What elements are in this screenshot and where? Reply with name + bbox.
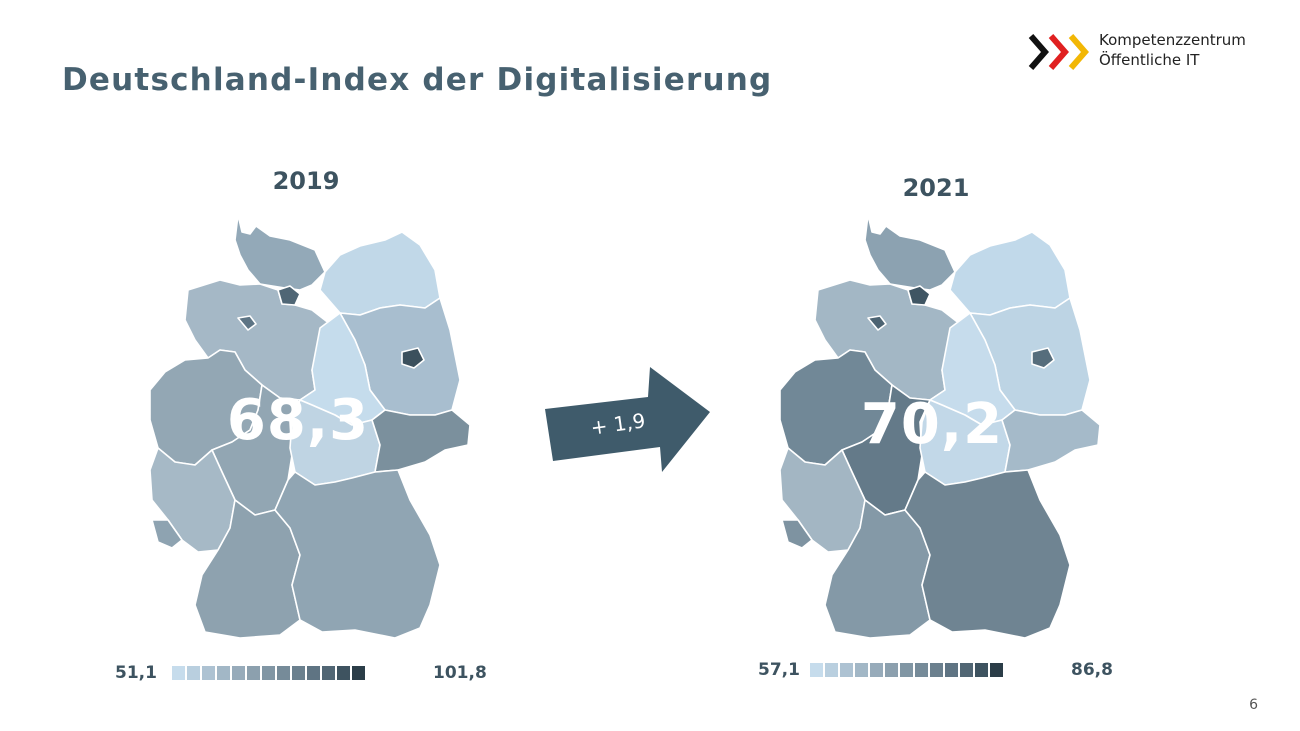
legend-swatch-2021-8 [930, 663, 943, 677]
legend-swatch-2019-3 [217, 666, 230, 680]
index-value-2021: 70,2 [860, 392, 1004, 457]
legend-swatch-2021-0 [810, 663, 823, 677]
legend-2021: 57,1 86,8 [758, 660, 1138, 680]
legend-scale-2019 [172, 666, 365, 680]
legend-swatch-2021-12 [990, 663, 1003, 677]
legend-swatch-2021-4 [870, 663, 883, 677]
year-label-2019: 2019 [272, 167, 340, 195]
legend-swatch-2019-1 [187, 666, 200, 680]
state-hb-2021 [867, 315, 887, 331]
logo-chevrons-icon [1028, 34, 1089, 70]
legend-swatch-2019-12 [352, 666, 365, 680]
legend-swatch-2019-9 [307, 666, 320, 680]
legend-scale-2021 [810, 663, 1003, 677]
legend-swatch-2021-9 [945, 663, 958, 677]
legend-swatch-2019-4 [232, 666, 245, 680]
legend-min-2019: 51,1 [115, 663, 157, 683]
year-label-2021: 2021 [902, 174, 970, 202]
legend-swatch-2021-2 [840, 663, 853, 677]
state-by-2019 [274, 469, 441, 639]
legend-swatch-2021-3 [855, 663, 868, 677]
state-by-2021 [904, 469, 1071, 639]
page-number: 6 [1249, 697, 1258, 713]
state-mv-2021 [949, 231, 1071, 316]
legend-swatch-2021-1 [825, 663, 838, 677]
legend-max-2021: 86,8 [1071, 660, 1113, 680]
state-be-2019 [401, 347, 425, 369]
legend-swatch-2021-11 [975, 663, 988, 677]
index-value-2019: 68,3 [226, 388, 370, 453]
logo-text-line1: Kompetenzzentrum [1099, 31, 1246, 49]
legend-swatch-2019-5 [247, 666, 260, 680]
change-arrow [545, 367, 710, 472]
legend-2019: 51,1 101,8 [115, 663, 505, 683]
state-mv-2019 [319, 231, 441, 316]
state-sl-2019 [151, 519, 183, 549]
state-hb-2019 [237, 315, 257, 331]
germany-map-2019 [149, 214, 471, 639]
state-sh-2021 [864, 214, 956, 291]
legend-swatch-2019-0 [172, 666, 185, 680]
legend-swatch-2019-11 [337, 666, 350, 680]
state-sl-2021 [781, 519, 813, 549]
logo-text-line2: Öffentliche IT [1099, 51, 1200, 69]
logo: Kompetenzzentrum Öffentliche IT [1027, 30, 1277, 74]
legend-swatch-2019-2 [202, 666, 215, 680]
legend-min-2021: 57,1 [758, 660, 800, 680]
legend-swatch-2021-5 [885, 663, 898, 677]
state-sh-2019 [234, 214, 326, 291]
legend-swatch-2019-7 [277, 666, 290, 680]
legend-swatch-2019-6 [262, 666, 275, 680]
state-hh-2019 [277, 285, 301, 306]
legend-swatch-2019-8 [292, 666, 305, 680]
legend-max-2019: 101,8 [433, 663, 487, 683]
legend-swatch-2021-10 [960, 663, 973, 677]
germany-map-2021 [779, 214, 1101, 639]
legend-swatch-2019-10 [322, 666, 335, 680]
page-title: Deutschland-Index der Digitalisierung [62, 62, 773, 98]
state-hh-2021 [907, 285, 931, 306]
legend-swatch-2021-7 [915, 663, 928, 677]
state-be-2021 [1031, 347, 1055, 369]
legend-swatch-2021-6 [900, 663, 913, 677]
